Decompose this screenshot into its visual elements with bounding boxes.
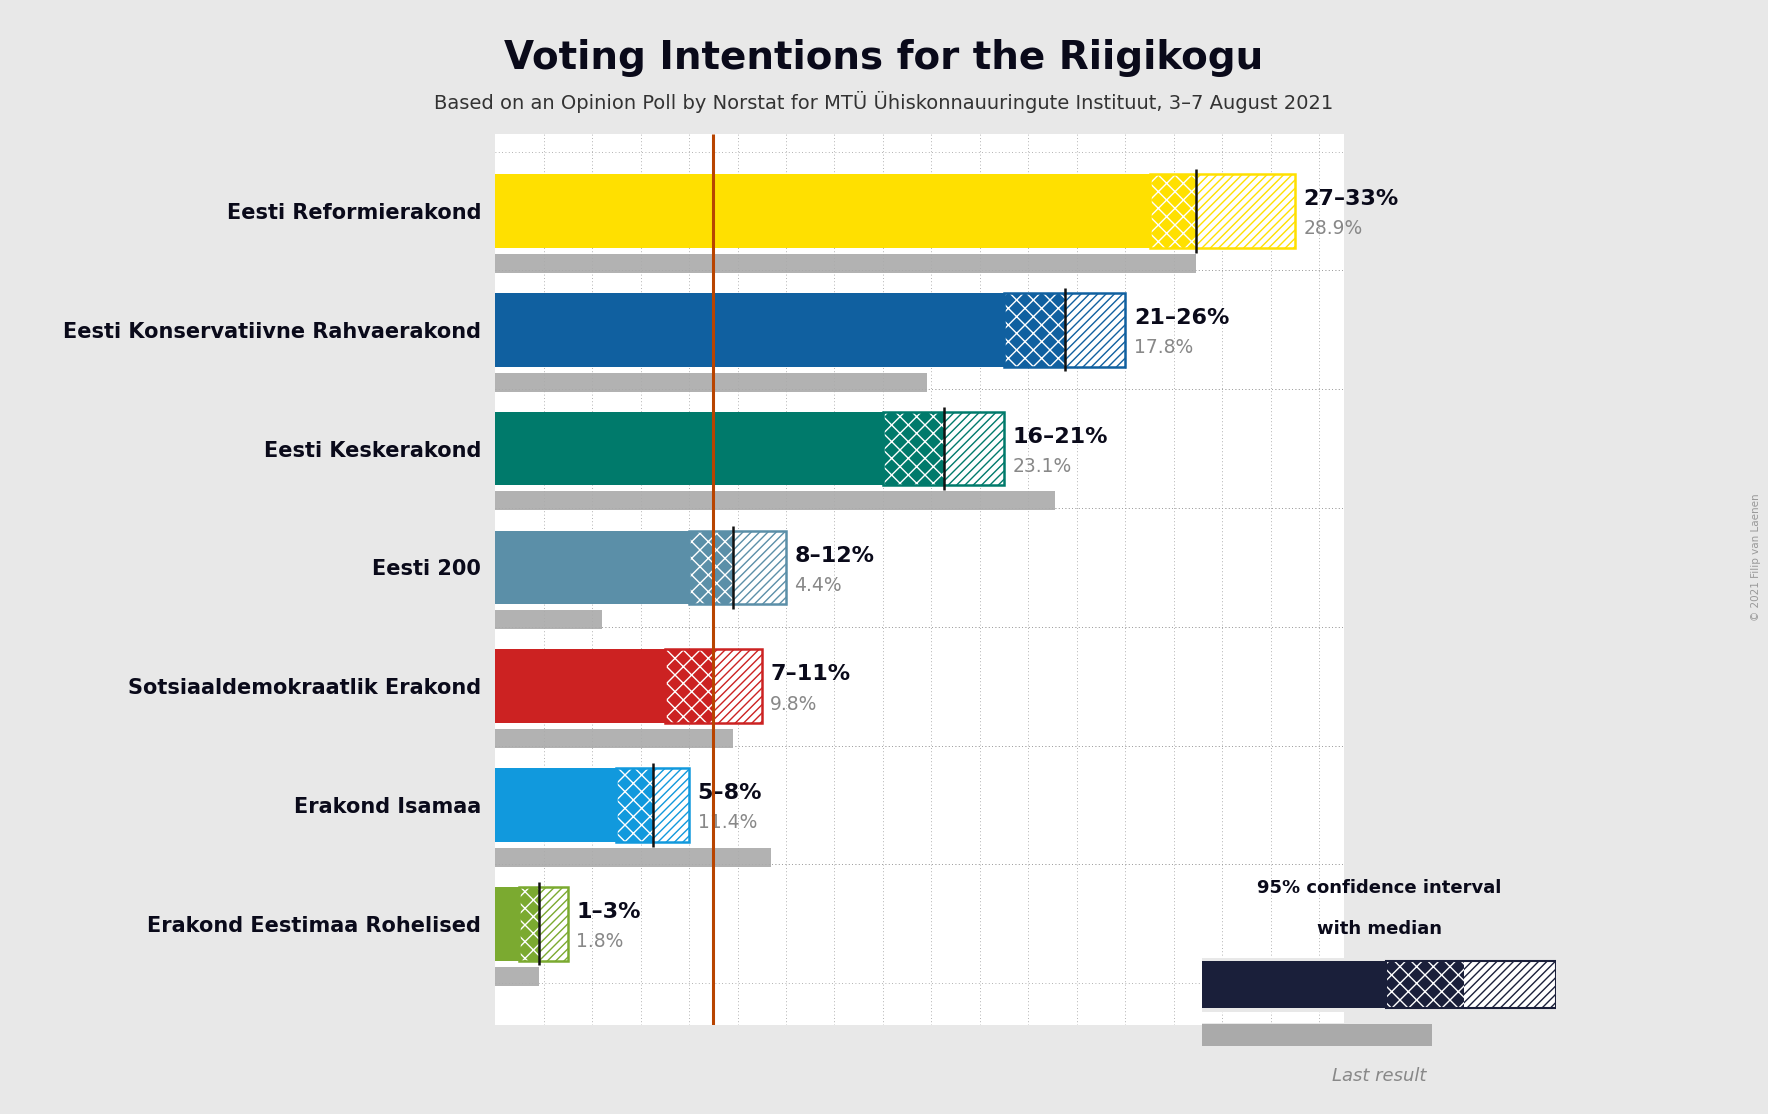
Bar [520,887,568,960]
Bar [495,967,539,986]
Bar [1149,174,1195,247]
Bar [1202,961,1386,1008]
Bar [495,174,1149,247]
Text: 23.1%: 23.1% [1013,457,1071,476]
Bar [1149,174,1296,247]
Text: © 2021 Filip van Laenen: © 2021 Filip van Laenen [1750,494,1761,620]
Bar [495,729,732,747]
Text: Last result: Last result [1331,1067,1427,1085]
Bar [1464,961,1556,1008]
Bar [495,491,1055,510]
Text: 27–33%: 27–33% [1303,189,1398,209]
Bar [495,372,926,391]
Text: 21–26%: 21–26% [1133,307,1229,328]
Bar [1004,293,1064,367]
Bar [495,649,665,723]
Bar [944,412,1004,486]
Text: 4.4%: 4.4% [794,576,842,595]
Bar [1004,293,1126,367]
Text: 9.8%: 9.8% [771,694,817,714]
Bar [617,769,690,842]
Bar [495,412,882,486]
Text: 11.4%: 11.4% [698,813,757,832]
Bar [495,769,617,842]
Bar [495,530,690,604]
Text: 7–11%: 7–11% [771,664,850,684]
Text: 1–3%: 1–3% [576,902,640,922]
Text: Based on an Opinion Poll by Norstat for MTÜ Ühiskonnauuringute Instituut, 3–7 Au: Based on an Opinion Poll by Norstat for … [435,91,1333,114]
Bar [495,610,601,629]
Bar [652,769,690,842]
Bar [665,649,713,723]
Text: 1.8%: 1.8% [576,932,624,951]
Text: 8–12%: 8–12% [794,546,875,566]
Bar [617,769,652,842]
Bar [1386,961,1464,1008]
Text: Voting Intentions for the Riigikogu: Voting Intentions for the Riigikogu [504,39,1264,77]
Bar [495,293,1004,367]
Bar [665,649,762,723]
Bar [713,649,762,723]
Bar [495,887,520,960]
Bar [520,887,539,960]
Bar [1386,961,1556,1008]
Text: 5–8%: 5–8% [698,783,762,803]
Bar [1202,1024,1432,1046]
Bar [1064,293,1126,367]
Bar [1195,174,1296,247]
Text: with median: with median [1317,920,1441,938]
Bar [690,530,732,604]
Bar [882,412,1004,486]
Bar [495,254,1195,273]
Text: 28.9%: 28.9% [1303,219,1363,238]
Bar [539,887,568,960]
Text: 16–21%: 16–21% [1013,427,1109,447]
Bar [495,848,771,867]
Bar [882,412,944,486]
Bar [690,530,787,604]
Bar [732,530,787,604]
Text: 95% confidence interval: 95% confidence interval [1257,879,1501,897]
Text: 17.8%: 17.8% [1133,338,1193,358]
